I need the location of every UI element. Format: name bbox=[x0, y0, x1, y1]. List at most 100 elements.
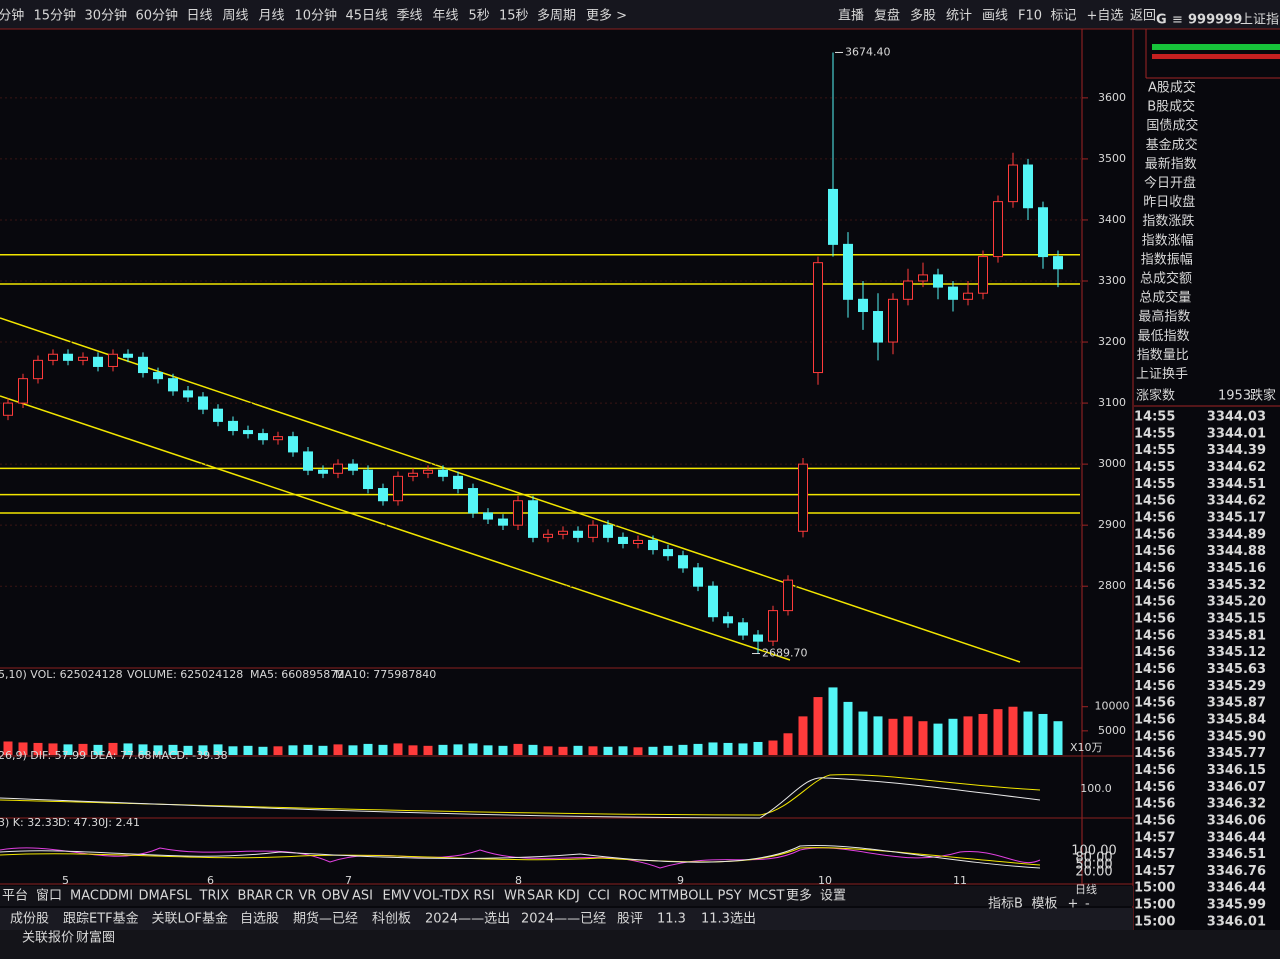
period-label: 日线 bbox=[1075, 882, 1097, 896]
period-tab[interactable]: 60分钟 bbox=[136, 8, 179, 24]
indicator-tab[interactable]: MCST bbox=[748, 889, 785, 904]
watchlist-tab[interactable]: 成份股 bbox=[10, 912, 49, 927]
indicator-tab[interactable]: OBV bbox=[322, 889, 350, 904]
period-tab[interactable]: 15分钟 bbox=[34, 8, 77, 24]
candle-body bbox=[273, 436, 283, 441]
quote-label: 指数量比 bbox=[1137, 348, 1189, 363]
watchlist-tab[interactable]: 期货—已经 bbox=[293, 911, 358, 927]
stock-code: 999999 bbox=[1188, 13, 1242, 28]
volume-bar bbox=[78, 743, 88, 755]
indicator-tab[interactable]: RSI bbox=[474, 889, 495, 904]
toolbar-action[interactable]: 直播 bbox=[838, 9, 864, 24]
indicator-tab[interactable]: PSY bbox=[718, 889, 742, 904]
volume-bar bbox=[93, 744, 103, 755]
toolbar-action[interactable]: +自选 bbox=[1087, 9, 1124, 24]
watchlist-tab[interactable]: 2024——已经 bbox=[521, 912, 606, 927]
period-tab[interactable]: 多周期 bbox=[537, 8, 576, 24]
indicator-tab[interactable]: 设置 bbox=[820, 889, 846, 904]
period-tab[interactable]: 5秒 bbox=[469, 9, 490, 24]
toolbar-action[interactable]: 统计 bbox=[946, 9, 972, 24]
tick-time: 14:56 bbox=[1134, 578, 1175, 593]
indicator-tab[interactable]: CR bbox=[276, 889, 294, 904]
candle-body bbox=[1008, 164, 1018, 203]
indicator-tab[interactable]: BOLL bbox=[680, 889, 714, 904]
toolbar-action[interactable]: 复盘 bbox=[874, 8, 900, 24]
volume-bar bbox=[123, 743, 133, 755]
indicator-tab[interactable]: MACD bbox=[70, 889, 109, 904]
indicator-tab[interactable]: FSL bbox=[169, 889, 193, 904]
watchlist-tab[interactable]: 科创板 bbox=[372, 912, 411, 927]
watchlist-tab[interactable]: 2024——选出 bbox=[425, 912, 510, 927]
candle-body bbox=[438, 469, 448, 477]
menu-icon[interactable]: ≡ bbox=[1172, 13, 1183, 28]
indicator-option[interactable]: - bbox=[1085, 897, 1090, 912]
candle-body bbox=[423, 469, 433, 474]
candle-body bbox=[378, 488, 388, 502]
volume-bar bbox=[48, 743, 58, 755]
watchlist-tab[interactable]: 跟踪ETF基金 bbox=[63, 911, 139, 927]
indicator-tab[interactable]: WR bbox=[504, 889, 526, 904]
period-tab[interactable]: 更多 > bbox=[586, 8, 627, 24]
bottom-tab[interactable]: 财富圈 bbox=[76, 930, 115, 946]
candle-body bbox=[18, 378, 28, 404]
watchlist-tab[interactable]: 关联LOF基金 bbox=[152, 911, 229, 927]
toolbar-action[interactable]: 标记 bbox=[1051, 9, 1077, 24]
candle-body bbox=[348, 463, 358, 471]
indicator-tab[interactable]: DMA bbox=[139, 889, 169, 904]
watchlist-tab[interactable]: 股评 bbox=[617, 912, 643, 927]
tick-time: 14:56 bbox=[1134, 595, 1175, 610]
macd-dif-line bbox=[0, 777, 1041, 819]
indicator-tab[interactable]: ROC bbox=[619, 889, 647, 904]
indicator-tab[interactable]: TRIX bbox=[199, 889, 230, 904]
kdj-d-line bbox=[0, 847, 1041, 866]
tick-price: 3345.17 bbox=[1207, 510, 1266, 525]
period-tab[interactable]: 月线 bbox=[259, 9, 285, 24]
period-tab[interactable]: 45日线 bbox=[346, 9, 389, 24]
period-tab[interactable]: 10分钟 bbox=[295, 8, 338, 24]
period-tab[interactable]: 15秒 bbox=[499, 9, 529, 24]
volume-bar bbox=[723, 742, 733, 755]
indicator-tab[interactable]: EMV bbox=[383, 889, 411, 904]
indicator-option[interactable]: 模板 bbox=[1032, 897, 1058, 912]
indicator-tab[interactable]: MTM bbox=[649, 889, 679, 904]
indicator-tab[interactable]: 窗口 bbox=[36, 888, 62, 904]
candle-body bbox=[843, 243, 853, 300]
watchlist-tab[interactable]: 11.3选出 bbox=[701, 912, 756, 927]
indicator-tab[interactable]: BRAR bbox=[238, 889, 273, 904]
indicator-option[interactable]: + bbox=[1068, 897, 1079, 912]
tick-price: 3345.20 bbox=[1207, 595, 1266, 610]
date-label: 7 bbox=[345, 874, 352, 887]
indicator-tab[interactable]: CCI bbox=[588, 889, 610, 904]
quote-label: 昨日收盘 bbox=[1143, 194, 1195, 210]
volume-bar bbox=[288, 745, 298, 755]
volume-bar bbox=[603, 746, 613, 755]
period-tab[interactable]: 日线 bbox=[187, 9, 213, 24]
indicator-tab[interactable]: 更多 bbox=[786, 888, 812, 904]
toolbar-action[interactable]: 返回 bbox=[1130, 9, 1156, 24]
indicator-tab[interactable]: DMI bbox=[108, 889, 133, 904]
bottom-tab[interactable]: 关联报价 bbox=[22, 931, 74, 946]
period-tab[interactable]: 年线 bbox=[433, 9, 459, 24]
period-tab[interactable]: 30分钟 bbox=[85, 8, 128, 24]
candle-body bbox=[78, 356, 88, 361]
volume-bar bbox=[438, 744, 448, 755]
date-label: 5 bbox=[62, 874, 69, 887]
indicator-tab[interactable]: VOL-TDX bbox=[413, 889, 469, 904]
toolbar-action[interactable]: F10 bbox=[1018, 9, 1042, 24]
indicator-tab[interactable]: KDJ bbox=[558, 889, 580, 904]
indicator-tab[interactable]: ASI bbox=[352, 889, 373, 904]
indicator-tab[interactable]: SAR bbox=[527, 889, 553, 904]
watchlist-tab[interactable]: 自选股 bbox=[240, 912, 279, 927]
volume-bar bbox=[528, 744, 538, 755]
candle-body bbox=[1023, 164, 1033, 209]
toolbar-action[interactable]: 画线 bbox=[982, 9, 1008, 24]
indicator-tab[interactable]: VR bbox=[299, 889, 317, 904]
toolbar-action[interactable]: 多股 bbox=[910, 8, 936, 24]
watchlist-tab[interactable]: 11.3 bbox=[657, 912, 686, 927]
period-tab[interactable]: 季线 bbox=[397, 9, 423, 24]
period-tab[interactable]: 周线 bbox=[223, 9, 249, 24]
indicator-option[interactable]: 指标B bbox=[988, 897, 1023, 912]
period-tab[interactable]: 5分钟 bbox=[0, 8, 24, 24]
candle-body bbox=[408, 472, 418, 477]
indicator-tab[interactable]: 平台 bbox=[2, 889, 28, 904]
